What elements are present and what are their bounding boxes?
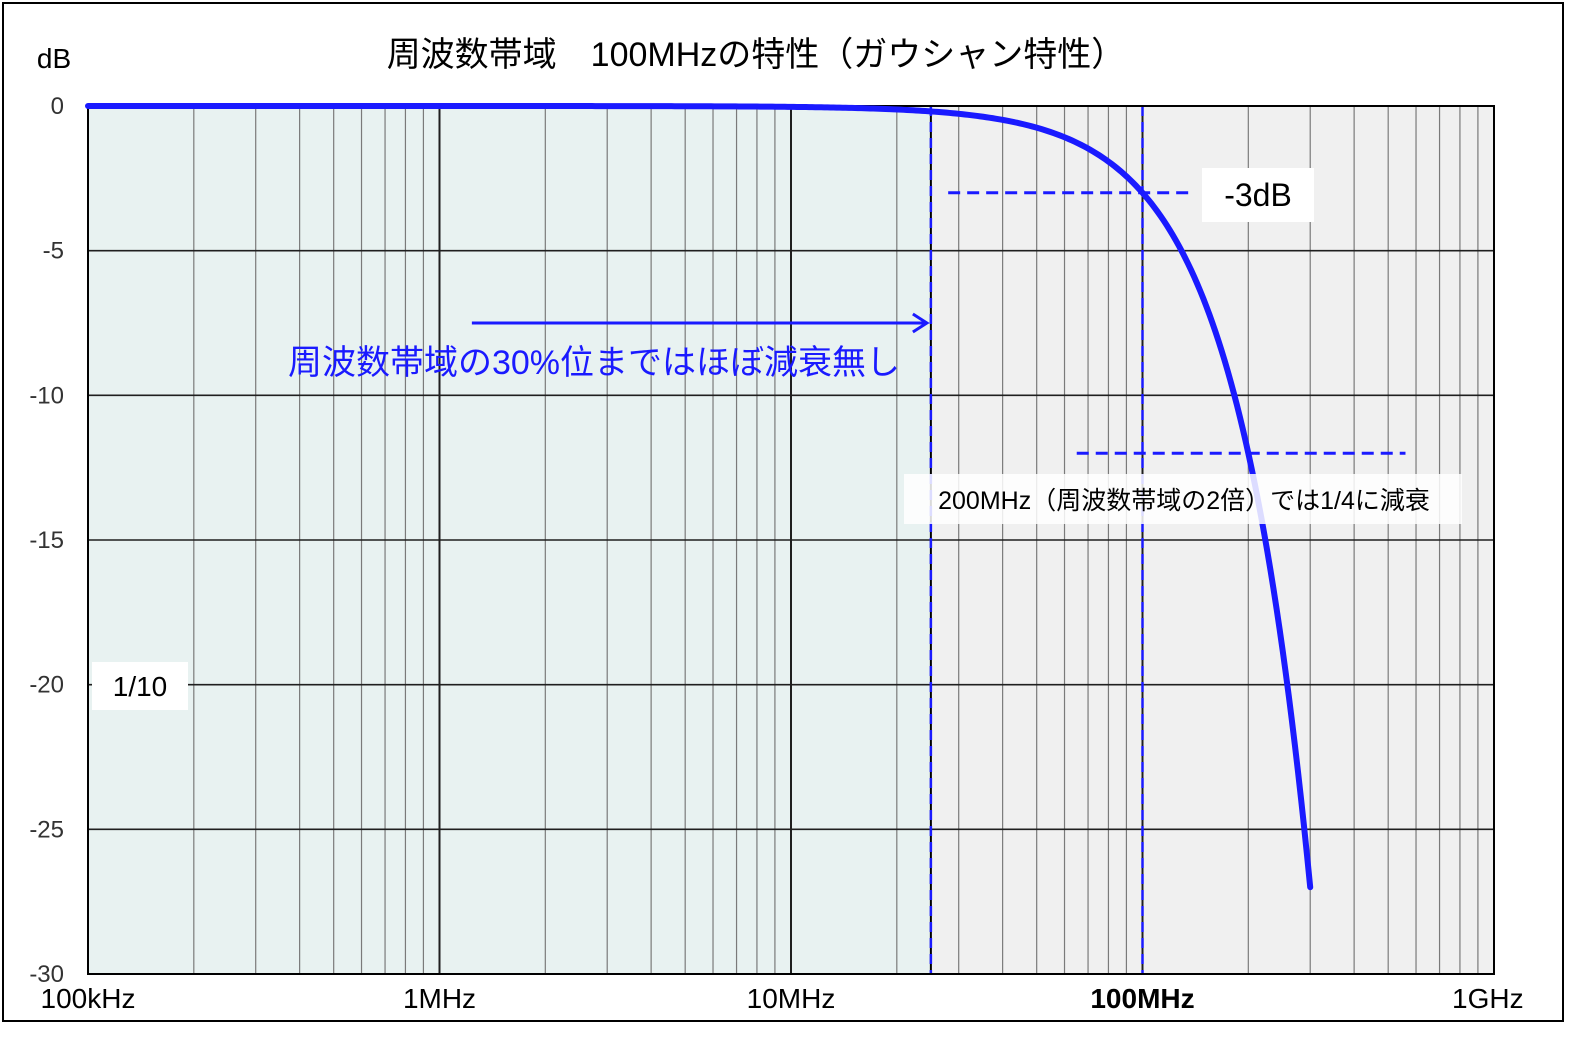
reference-lines: [929, 106, 1406, 974]
chart-canvas: -3dB 周波数帯域の30%位まではほぼ減衰無し 200MHz（周波数帯域の2倍…: [29, 36, 1524, 1014]
y-tick-label: -10: [29, 382, 64, 409]
y-tick-label: 0: [51, 93, 64, 120]
annotation-box-200mhz: [904, 474, 1462, 524]
y-axis-label: dB: [37, 43, 71, 74]
annotation-one-tenth: 1/10: [113, 671, 168, 702]
x-tick-label: 100MHz: [1090, 983, 1194, 1014]
x-tick-label: 100kHz: [41, 983, 136, 1014]
y-tick-label: -5: [43, 238, 64, 265]
y-tick-label: -30: [29, 961, 64, 988]
x-tick-label: 1MHz: [403, 983, 476, 1014]
x-tick-label: 10MHz: [747, 983, 836, 1014]
y-tick-label: -20: [29, 672, 64, 699]
x-tick-label: 1GHz: [1452, 983, 1524, 1014]
series-line: [85, 103, 1314, 891]
arrow: [471, 312, 930, 334]
annotation-3db: -3dB: [1224, 177, 1292, 213]
x-tick-labels: 100kHz 1MHz 10MHz 100MHz 1GHz: [41, 983, 1524, 1014]
chart-frame: -3dB 周波数帯域の30%位まではほぼ減衰無し 200MHz（周波数帯域の2倍…: [2, 2, 1564, 1022]
chart-title: 周波数帯域 100MHzの特性（ガウシャン特性）: [387, 36, 1126, 74]
grid: [87, 105, 1494, 975]
y-tick-labels: 0 -5 -10 -15 -20 -25 -30: [29, 93, 64, 988]
annotation-200mhz: 200MHz（周波数帯域の2倍）では1/4に減衰: [938, 487, 1430, 515]
annotation-box-3db: [1202, 168, 1314, 222]
y-tick-label: -25: [29, 816, 64, 843]
annotation-flat-region: 周波数帯域の30%位まではほぼ減衰無し: [288, 344, 900, 382]
y-tick-label: -15: [29, 527, 64, 554]
annotation-box-tenth: [92, 662, 188, 710]
